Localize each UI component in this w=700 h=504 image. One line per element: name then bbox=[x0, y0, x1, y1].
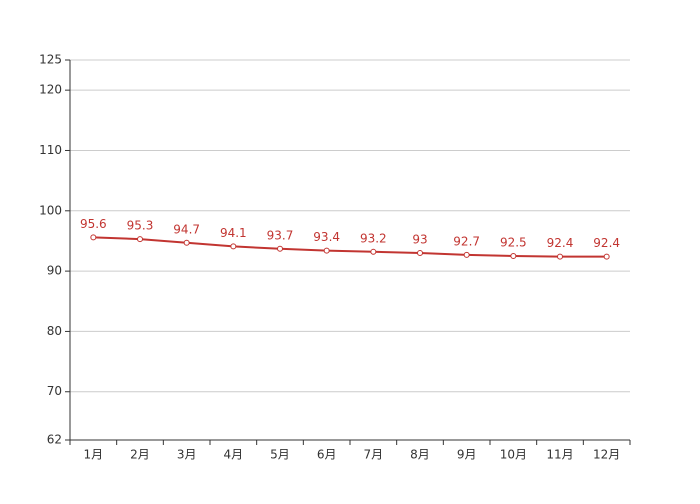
point bbox=[603, 253, 610, 260]
data-label: 92.4 bbox=[593, 236, 620, 250]
data-label: 92.7 bbox=[453, 234, 480, 248]
data-label: 94.7 bbox=[173, 222, 200, 236]
x-tick-label: 3月 bbox=[177, 448, 197, 462]
point bbox=[277, 245, 283, 252]
x-tick-label: 8月 bbox=[410, 448, 430, 462]
point bbox=[463, 251, 470, 258]
data-label: 93.7 bbox=[267, 228, 294, 242]
y-tick-label: 110 bbox=[39, 143, 62, 157]
data-label: 93 bbox=[412, 233, 427, 247]
point bbox=[370, 248, 377, 255]
x-tick-label: 2月 bbox=[130, 448, 150, 462]
data-label: 93.4 bbox=[313, 230, 340, 244]
y-tick-label: 120 bbox=[39, 83, 62, 97]
point bbox=[137, 236, 143, 243]
x-tick-label: 7月 bbox=[364, 448, 384, 462]
data-label: 93.2 bbox=[360, 231, 387, 245]
point bbox=[183, 239, 190, 246]
line bbox=[93, 236, 607, 258]
y-tick-label: 62 bbox=[47, 433, 62, 447]
x-tick-label: 6月 bbox=[317, 448, 337, 462]
point bbox=[510, 253, 517, 260]
x-tick-label: 9月 bbox=[457, 448, 477, 462]
data-label: 92.4 bbox=[547, 236, 574, 250]
data-label: 94.1 bbox=[220, 226, 247, 240]
x-tick-label: 11月 bbox=[546, 448, 573, 462]
point bbox=[90, 234, 97, 241]
data-label: 95.3 bbox=[127, 219, 154, 233]
point bbox=[417, 250, 423, 257]
data-label: 92.5 bbox=[500, 236, 527, 250]
point bbox=[557, 253, 563, 260]
x-tick-label: 10月 bbox=[500, 448, 527, 462]
y-tick-label: 100 bbox=[39, 203, 62, 217]
y-tick-label: 70 bbox=[47, 384, 62, 398]
y-tick-label: 80 bbox=[47, 324, 62, 338]
y-tick-label: 90 bbox=[47, 264, 62, 278]
x-tick-label: 4月 bbox=[224, 448, 244, 462]
x-tick-label: 12月 bbox=[593, 448, 620, 462]
data-label: 95.6 bbox=[80, 217, 107, 231]
point bbox=[323, 247, 330, 254]
x-tick-label: 5月 bbox=[270, 448, 290, 462]
y-tick-label: 125 bbox=[39, 53, 62, 67]
point bbox=[230, 243, 237, 250]
x-tick-label: 1月 bbox=[84, 448, 104, 462]
